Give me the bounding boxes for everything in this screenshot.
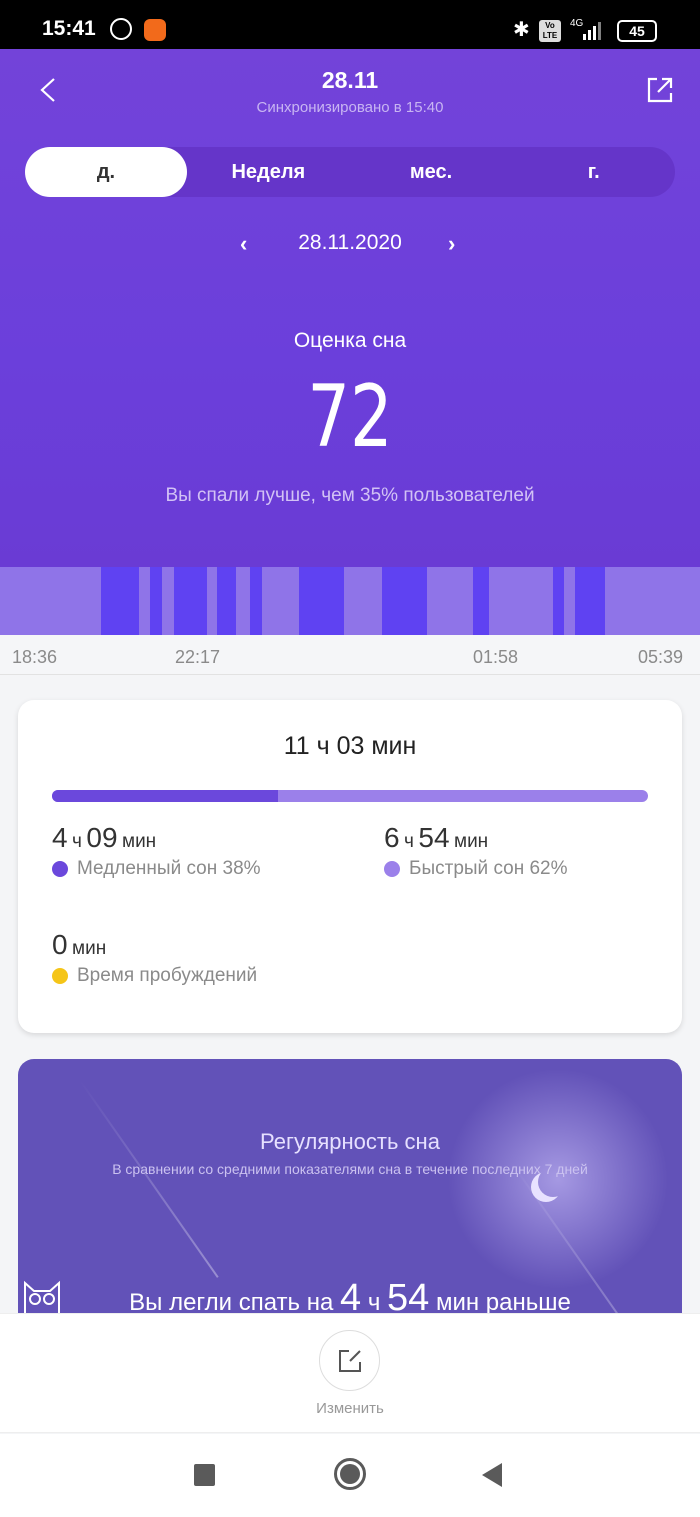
next-date-button[interactable]: › xyxy=(448,231,456,256)
volte-icon: Vo LTE xyxy=(539,20,561,42)
deep-minutes: 09 xyxy=(86,822,118,853)
signal-icon xyxy=(583,22,601,40)
message-hours-unit: ч xyxy=(367,1289,381,1316)
shooting-star-decoration xyxy=(79,1080,219,1278)
sleep-score-value: 72 xyxy=(307,367,393,467)
awake-minutes: 0 xyxy=(52,929,68,960)
system-nav-bar xyxy=(0,1434,700,1517)
regularity-title: Регулярность сна xyxy=(260,1129,440,1154)
awake-label: Время пробуждений xyxy=(77,965,258,986)
edit-label: Изменить xyxy=(316,1400,384,1417)
system-back-button[interactable] xyxy=(482,1463,502,1487)
period-tabs: д. Неделя мес. г. xyxy=(25,147,675,197)
deep-sleep-label: Медленный сон 38% xyxy=(77,858,261,879)
bottom-action-bar: Изменить xyxy=(0,1313,700,1433)
message-hours: 4 xyxy=(340,1277,362,1319)
alarm-icon xyxy=(110,18,132,40)
deep-sleep-segment xyxy=(101,567,140,635)
deep-hours: 4 xyxy=(52,822,68,853)
rem-hours: 6 xyxy=(384,822,400,853)
date-navigator: ‹ 28.11.2020 › xyxy=(0,231,700,256)
hours-unit: ч xyxy=(72,831,82,852)
hours-unit: ч xyxy=(404,831,414,852)
message-suffix: мин раньше xyxy=(435,1289,571,1316)
sync-status: Синхронизировано в 15:40 xyxy=(256,99,444,116)
sleep-score-label: Оценка сна xyxy=(293,329,407,352)
tab-day[interactable]: д. xyxy=(25,147,187,197)
awake-dot xyxy=(52,968,68,984)
tick-label: 01:58 xyxy=(473,647,519,667)
sleep-timeline-chart[interactable] xyxy=(0,567,700,635)
tab-month[interactable]: мес. xyxy=(409,161,453,183)
status-bar: 15:41 ✱ Vo LTE 4G 45 xyxy=(0,0,700,49)
rem-minutes: 54 xyxy=(418,822,450,853)
bluetooth-icon: ✱ xyxy=(513,19,530,41)
tab-year[interactable]: г. xyxy=(587,161,600,183)
status-time: 15:41 xyxy=(42,17,96,40)
prev-date-button[interactable]: ‹ xyxy=(240,231,248,256)
sleep-summary-card[interactable]: 11 ч 03 мин 4 ч 09 мин Медленный сон 38%… xyxy=(18,700,682,1033)
battery-icon: 45 xyxy=(617,20,657,42)
deep-sleep-segment xyxy=(250,567,262,635)
minutes-unit: мин xyxy=(122,831,157,852)
current-date: 28.11.2020 xyxy=(298,231,402,254)
deep-sleep-segment xyxy=(298,567,345,635)
recents-button[interactable] xyxy=(194,1464,215,1486)
sleep-ratio-bar xyxy=(52,790,648,802)
tick-label: 05:39 xyxy=(638,647,684,667)
deep-sleep-segment xyxy=(174,567,207,635)
home-button[interactable] xyxy=(334,1458,366,1490)
regularity-subtitle: В сравнении со средними показателями сна… xyxy=(112,1161,588,1177)
network-type: 4G xyxy=(570,18,584,29)
tick-label: 22:17 xyxy=(175,647,221,667)
total-sleep: 11 ч 03 мин xyxy=(283,732,417,760)
minutes-unit: мин xyxy=(454,831,489,852)
back-icon[interactable] xyxy=(38,77,58,103)
deep-sleep-segment xyxy=(553,567,564,635)
deep-sleep-segment xyxy=(382,567,427,635)
share-icon[interactable] xyxy=(645,75,675,105)
rem-sleep-label: Быстрый сон 62% xyxy=(409,858,568,879)
deep-sleep-segment xyxy=(575,567,605,635)
timeline-axis: 18:36 22:17 01:58 05:39 xyxy=(0,635,700,675)
message-minutes: 54 xyxy=(387,1277,430,1319)
rem-sleep-stat: 6 ч 54 мин Быстрый сон 62% xyxy=(384,822,568,880)
sleep-score-comparison: Вы спали лучше, чем 35% пользователей xyxy=(165,485,535,506)
message-prefix: Вы легли спать на xyxy=(129,1289,334,1316)
edit-button[interactable] xyxy=(319,1330,380,1391)
tick-label: 18:36 xyxy=(12,647,58,667)
sleep-regularity-card[interactable]: Регулярность сна В сравнении со средними… xyxy=(18,1059,682,1329)
deep-sleep-stat: 4 ч 09 мин Медленный сон 38% xyxy=(52,822,261,880)
regularity-message: Вы легли спать на 4 ч 54 мин раньше xyxy=(18,1277,682,1320)
mi-fit-app-icon xyxy=(144,19,166,41)
minutes-unit: мин xyxy=(72,938,107,959)
deep-sleep-dot xyxy=(52,861,68,877)
deep-sleep-segment xyxy=(217,567,237,635)
deep-sleep-segment xyxy=(473,567,489,635)
deep-sleep-segment xyxy=(149,567,162,635)
page-title: 28.11 xyxy=(321,67,379,93)
awake-stat: 0 мин Время пробуждений xyxy=(52,929,257,987)
tab-week[interactable]: Неделя xyxy=(231,161,306,183)
rem-sleep-dot xyxy=(384,861,400,877)
header: 28.11 Синхронизировано в 15:40 д. Неделя… xyxy=(0,49,700,567)
deep-sleep-fill xyxy=(52,790,279,802)
edit-icon xyxy=(339,1350,361,1372)
